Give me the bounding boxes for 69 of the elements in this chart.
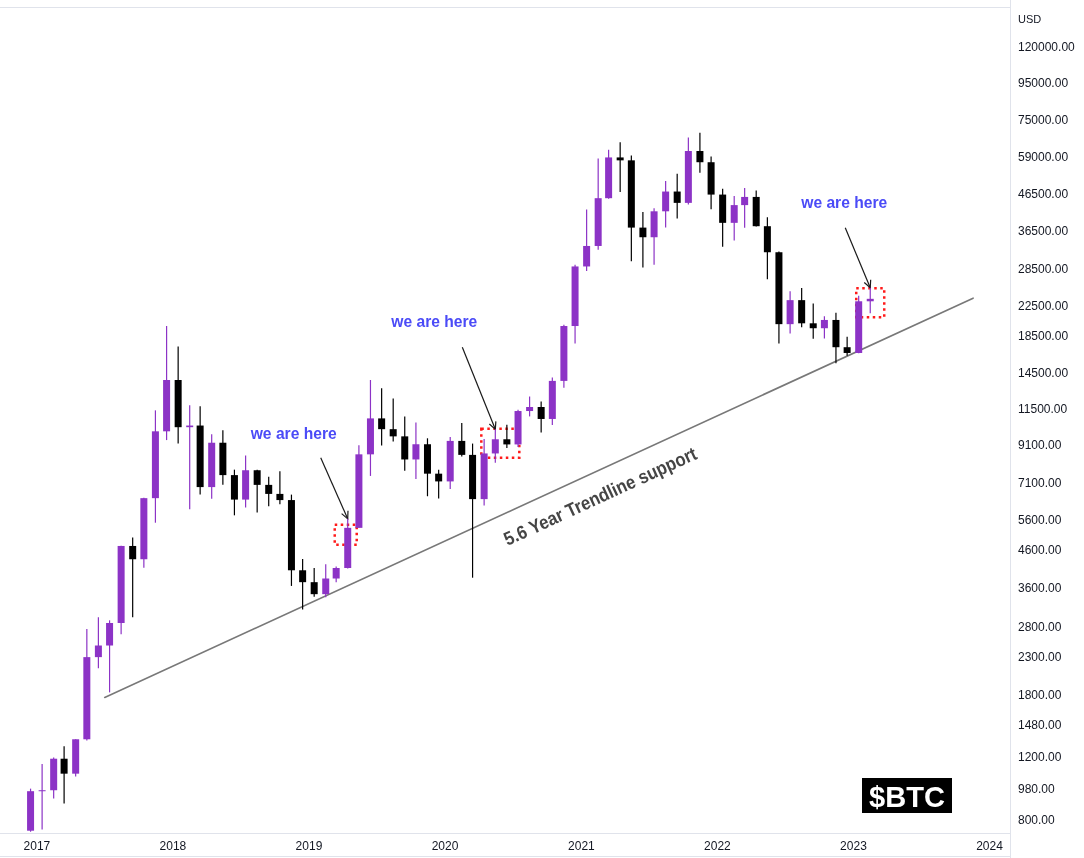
candlestick <box>526 395 534 418</box>
candlestick <box>276 470 284 505</box>
x-tick-label: 2023 <box>840 838 868 853</box>
annotation: we are here <box>249 423 345 443</box>
candlestick <box>129 536 137 618</box>
candlestick <box>616 141 624 193</box>
y-tick-label: 2300.00 <box>1018 650 1062 665</box>
candlestick <box>60 745 68 805</box>
x-tick-label: 2017 <box>23 838 51 853</box>
candlestick <box>662 180 670 229</box>
y-axis-title: USD <box>1018 13 1042 25</box>
y-tick-label: 1800.00 <box>1018 687 1062 702</box>
y-tick-label: 120000.00 <box>1018 40 1076 55</box>
y-tick-label: 11500.00 <box>1018 402 1068 416</box>
candlestick <box>310 567 318 598</box>
candlestick <box>843 336 851 357</box>
candlestick <box>503 424 511 449</box>
y-tick-label: 28500.00 <box>1018 262 1069 277</box>
candlestick <box>798 287 806 328</box>
annotation: we are here <box>390 311 485 331</box>
candlestick <box>265 476 273 507</box>
y-tick-label: 18500.00 <box>1018 328 1069 343</box>
y-tick-label: 7100.00 <box>1018 476 1062 491</box>
annotation: we are here <box>800 192 895 212</box>
y-tick-label: 59000.00 <box>1018 149 1069 164</box>
x-tick-label: 2020 <box>431 838 459 853</box>
y-tick-label: 22500.00 <box>1018 298 1069 313</box>
y-tick-label: 1200.00 <box>1018 750 1062 765</box>
candlestick <box>741 187 749 229</box>
candlestick <box>639 211 647 269</box>
x-tick-label: 2022 <box>704 838 732 853</box>
candlestick <box>491 428 499 464</box>
y-tick-label: 75000.00 <box>1018 112 1069 127</box>
candlestick <box>412 421 420 480</box>
y-tick-label: 95000.00 <box>1018 76 1069 91</box>
y-tick-label: 5600.00 <box>1018 512 1062 527</box>
y-tick-label: 9100.00 <box>1018 438 1062 453</box>
y-tick-label: 46500.00 <box>1018 186 1069 201</box>
annotation: $BTC <box>869 779 948 812</box>
y-tick-label: 14500.00 <box>1018 366 1069 381</box>
candlestick <box>820 315 828 339</box>
y-tick-label: 1480.00 <box>1018 718 1062 733</box>
candlestick <box>696 132 704 174</box>
y-tick-label: 2800.00 <box>1018 619 1062 634</box>
candlestick <box>299 558 307 611</box>
y-tick-label: 4600.00 <box>1018 543 1062 558</box>
y-tick-label: 3600.00 <box>1018 581 1062 596</box>
candlestick <box>458 422 466 458</box>
candlestick <box>253 469 261 514</box>
candlestick <box>322 563 330 598</box>
candlestick <box>106 619 114 693</box>
y-tick-label: 36500.00 <box>1018 223 1069 238</box>
candlestick <box>94 616 102 669</box>
candlestick <box>38 763 46 831</box>
candlestick <box>673 173 681 219</box>
candlestick <box>435 469 443 499</box>
candlestick <box>378 387 386 447</box>
candlestick <box>537 400 545 434</box>
candlestick <box>730 195 738 242</box>
candlestick <box>389 397 397 443</box>
candlestick <box>401 415 409 472</box>
x-tick-label: 2021 <box>568 838 596 853</box>
y-tick-label: 980.00 <box>1018 781 1056 796</box>
x-tick-label: 2024 <box>976 838 1004 853</box>
candlestick <box>809 302 817 340</box>
x-tick-label: 2019 <box>295 838 323 853</box>
x-tick-label: 2018 <box>159 838 187 853</box>
y-tick-label: 800.00 <box>1018 812 1056 827</box>
candlestick <box>583 208 591 272</box>
